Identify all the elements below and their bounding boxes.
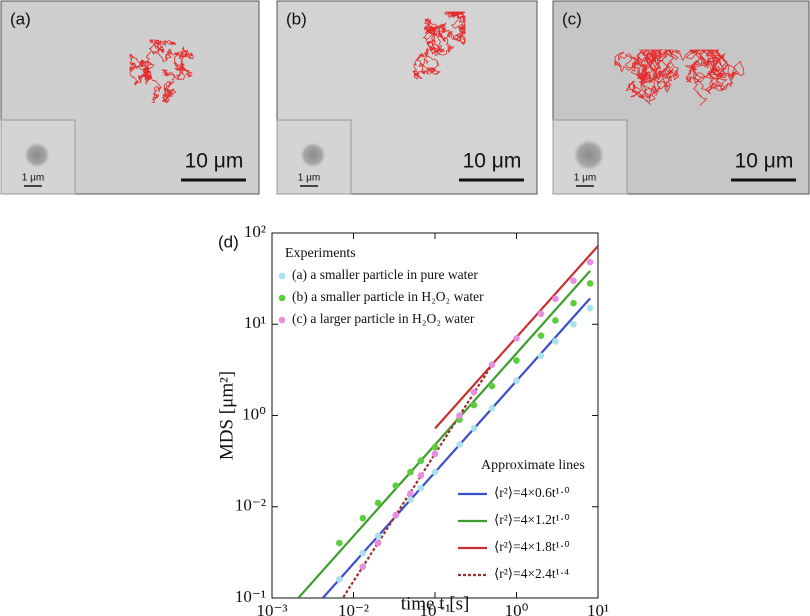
legend-title: Approximate lines bbox=[481, 458, 585, 473]
data-point bbox=[407, 496, 414, 503]
data-point bbox=[470, 425, 478, 432]
data-point bbox=[431, 450, 439, 458]
data-point bbox=[488, 382, 496, 390]
legend-label: (b) a smaller particle in H₂O₂ water bbox=[292, 289, 484, 304]
legend-label: (c) a larger particle in H₂O₂ water bbox=[292, 311, 475, 326]
data-point bbox=[488, 361, 496, 369]
plot-area bbox=[297, 245, 598, 598]
x-tick-label: 10⁻³ bbox=[256, 601, 287, 616]
legend-label: ⟨r²⟩=4×0.6t¹·⁰ bbox=[494, 485, 570, 500]
trajectory bbox=[129, 39, 195, 104]
data-point bbox=[336, 576, 343, 583]
trajectory bbox=[412, 10, 467, 80]
data-point bbox=[374, 499, 382, 507]
data-point bbox=[336, 539, 343, 547]
panel-label: (c) bbox=[562, 9, 582, 28]
y-tick-label: 10⁰ bbox=[242, 404, 266, 423]
particle bbox=[24, 142, 50, 168]
data-point bbox=[513, 357, 520, 364]
fit-line bbox=[297, 270, 591, 598]
fit-line bbox=[321, 297, 591, 598]
panel-label: (b) bbox=[286, 9, 307, 28]
particle bbox=[300, 142, 326, 168]
data-point bbox=[374, 532, 382, 540]
data-point bbox=[552, 295, 559, 303]
x-tick-label: 10⁰ bbox=[505, 601, 529, 616]
data-point bbox=[537, 332, 545, 339]
y-tick-label: 10⁻¹ bbox=[235, 587, 266, 606]
data-point bbox=[470, 401, 478, 409]
data-point bbox=[552, 338, 559, 345]
x-tick-label: 10⁻² bbox=[338, 601, 369, 616]
data-point bbox=[456, 412, 463, 419]
data-point bbox=[417, 472, 425, 479]
data-point bbox=[417, 484, 425, 492]
data-point bbox=[407, 490, 414, 497]
legend-label: ⟨r²⟩=4×1.8t¹·⁰ bbox=[494, 539, 570, 554]
y-tick-label: 10² bbox=[244, 222, 266, 241]
y-tick-label: 10⁻² bbox=[235, 496, 266, 515]
fit-line bbox=[342, 364, 493, 598]
y-tick-label: 10¹ bbox=[244, 313, 266, 332]
legend-label: ⟨r²⟩=4×1.2t¹·⁰ bbox=[494, 512, 570, 527]
data-point bbox=[586, 280, 594, 287]
inset-scale-label: 1 μm bbox=[574, 173, 596, 184]
data-point bbox=[570, 277, 577, 285]
inset-scale-label: 1 μm bbox=[298, 173, 320, 184]
data-point bbox=[392, 482, 400, 490]
data-point bbox=[417, 457, 425, 464]
legend-marker bbox=[278, 316, 286, 324]
scale-label: 10 μm bbox=[735, 150, 794, 173]
x-axis-label: time t [s] bbox=[401, 593, 470, 614]
legend-marker bbox=[278, 294, 286, 302]
data-point bbox=[570, 320, 577, 328]
data-point bbox=[359, 549, 367, 557]
data-point bbox=[359, 563, 367, 571]
legend-label: (a) a smaller particle in pure water bbox=[292, 267, 478, 282]
data-point bbox=[431, 468, 439, 476]
data-point bbox=[586, 304, 594, 312]
x-tick-label: 10¹ bbox=[587, 601, 609, 616]
x-tick-label: 10⁻¹ bbox=[419, 601, 450, 616]
data-point bbox=[570, 299, 577, 307]
data-point bbox=[537, 310, 545, 318]
panel-label: (d) bbox=[218, 232, 239, 251]
data-point bbox=[537, 352, 545, 360]
data-point bbox=[359, 514, 367, 522]
scale-label: 10 μm bbox=[463, 150, 522, 173]
inset-scale-label: 1 μm bbox=[22, 173, 44, 184]
data-point bbox=[488, 404, 496, 412]
data-point bbox=[470, 388, 478, 396]
legend-title: Experiments bbox=[285, 246, 356, 261]
legend-marker bbox=[278, 272, 286, 280]
data-point bbox=[513, 377, 520, 385]
data-point bbox=[431, 443, 439, 451]
data-point bbox=[552, 317, 559, 324]
data-point bbox=[456, 441, 463, 448]
data-point bbox=[392, 511, 400, 519]
data-point bbox=[374, 539, 382, 547]
scale-label: 10 μm bbox=[185, 150, 244, 173]
data-point bbox=[586, 258, 594, 266]
particle bbox=[573, 139, 605, 171]
data-point bbox=[407, 468, 414, 476]
data-point bbox=[513, 335, 520, 342]
y-axis-label: MDS [μm²] bbox=[216, 371, 237, 460]
legend-label: ⟨r²⟩=4×2.4t¹·⁴ bbox=[494, 566, 569, 581]
trajectory bbox=[614, 48, 745, 106]
panel-label: (a) bbox=[10, 9, 31, 28]
